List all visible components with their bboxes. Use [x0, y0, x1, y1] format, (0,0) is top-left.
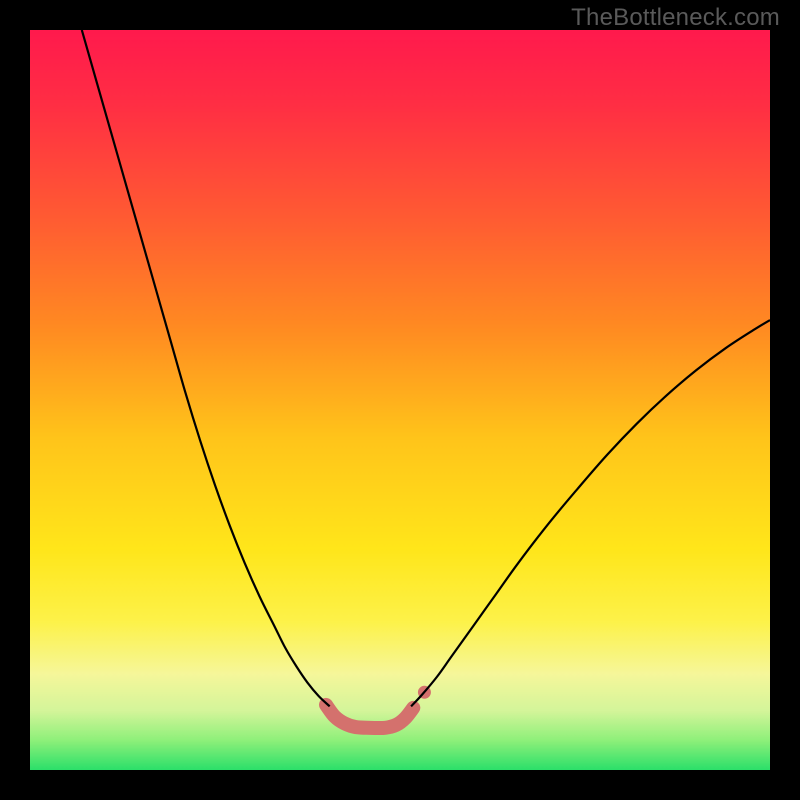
right-curve: [411, 320, 770, 706]
watermark-text: TheBottleneck.com: [571, 4, 780, 32]
chart-stage: TheBottleneck.com: [0, 0, 800, 800]
trough-segment: [326, 705, 413, 728]
plot-frame: [30, 30, 770, 770]
left-curve: [82, 30, 330, 706]
curves-layer: [30, 30, 770, 770]
